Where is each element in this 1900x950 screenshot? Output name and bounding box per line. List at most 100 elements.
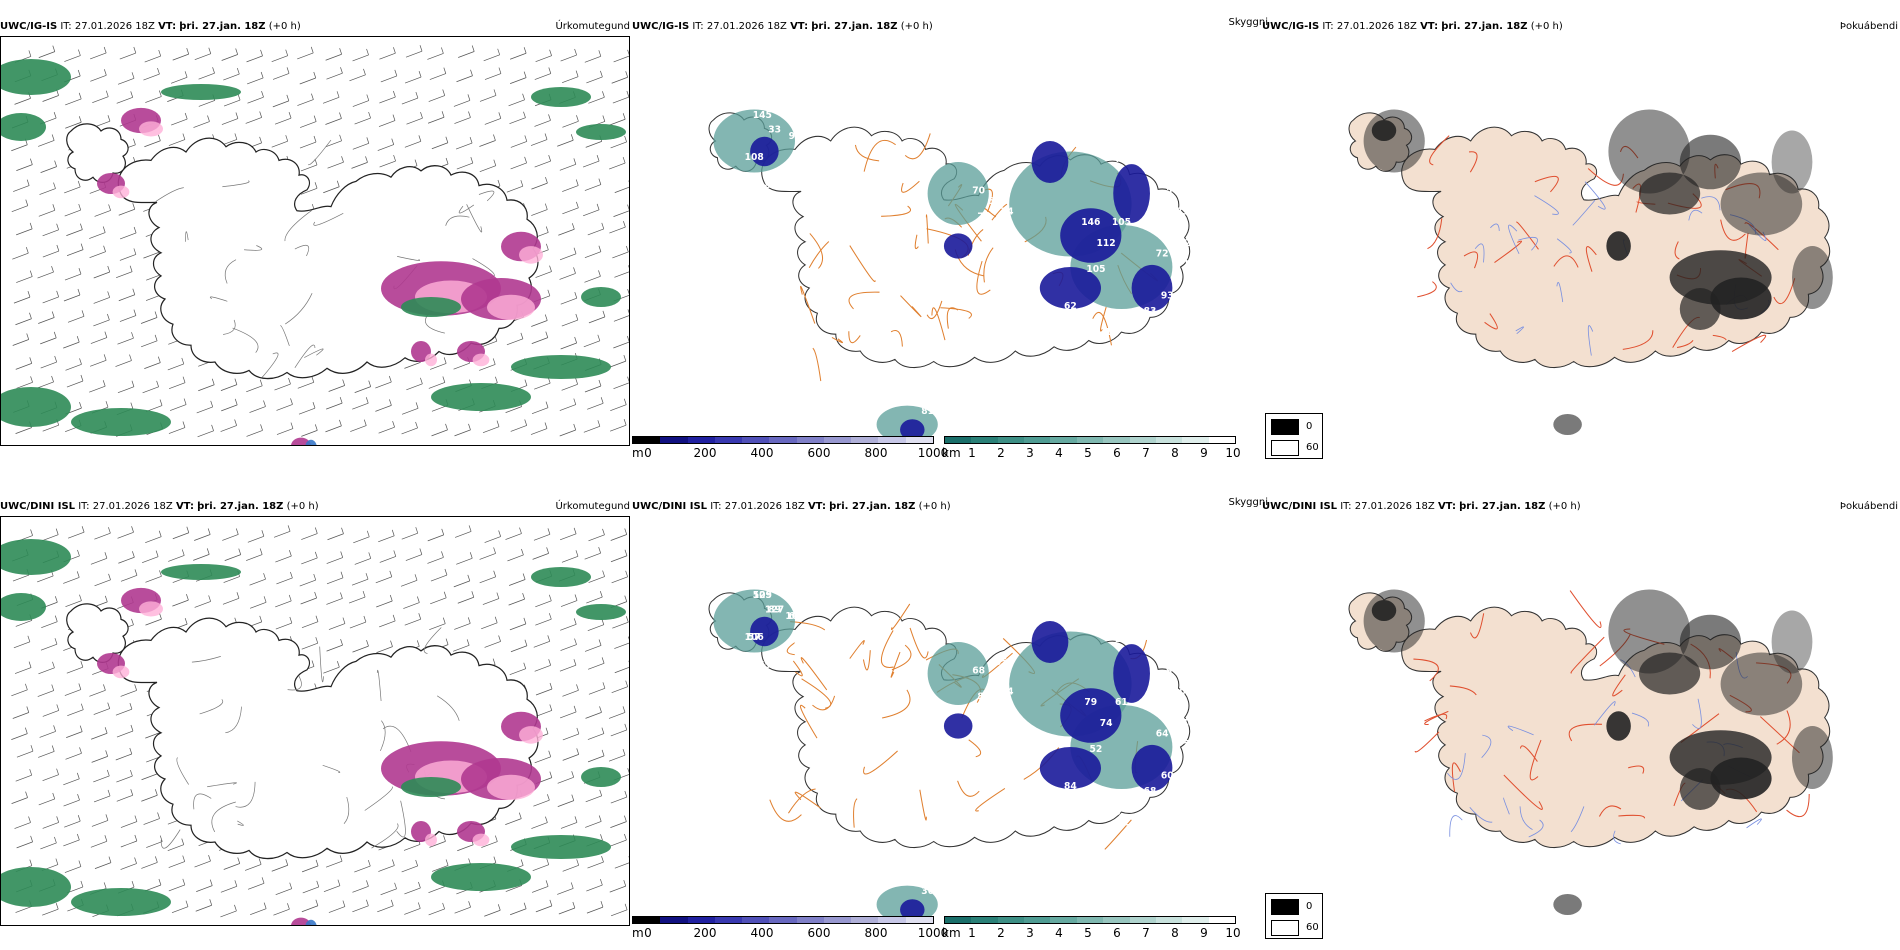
model-name: UWC/DINI ISL (0, 501, 76, 512)
ceiling-value-label: 104 (1140, 632, 1160, 643)
panel-title: Skyggni (1228, 17, 1268, 28)
model-name: UWC/IG-IS (1262, 21, 1320, 32)
ceiling-value-label: 73 (1156, 812, 1169, 823)
ceiling-tick: 200 (693, 926, 717, 940)
ceiling-colorbar-strip (632, 916, 934, 924)
visibility-tick: 6 (1113, 926, 1121, 940)
vt-label: VT: (1420, 21, 1439, 32)
visibility-tick: 2 (997, 926, 1005, 940)
panel-header: UWC/DINI ISL IT: 27.01.2026 18Z VT: þri.… (632, 497, 1268, 516)
ceiling-value-label: 33 (768, 124, 781, 135)
ceiling-colorbar: m 0 200 400 600 800 1000 (632, 436, 948, 462)
model-name: UWC/IG-IS (632, 21, 690, 32)
ceiling-value-label: 37 (1105, 385, 1118, 396)
fog-legend: 0 60 (1265, 893, 1323, 939)
ceiling-value-label: 68 (1144, 786, 1157, 797)
visibility-tick: 4 (1055, 926, 1063, 940)
ceiling-value-label: 76 (947, 280, 960, 291)
vt-label: VT: (807, 501, 826, 512)
ceiling-value-label: 39 (1171, 802, 1184, 813)
visibility-tick: 7 (1142, 926, 1150, 940)
ceiling-value-label: 32 (940, 418, 953, 429)
ceiling-value-label: 75 (758, 660, 771, 671)
visibility-unit: km (942, 446, 961, 460)
ceiling-tick: 1000 (917, 446, 949, 460)
it-label: IT: (60, 21, 72, 32)
ceiling-value-label: 93 (789, 131, 802, 142)
precip-type-panel: UWC/DINI ISL IT: 27.01.2026 18Z VT: þri.… (0, 480, 632, 950)
lead-time: (+0 h) (1530, 21, 1563, 32)
ceiling-value-label: 100 (1173, 686, 1193, 697)
ceiling-unit: m (632, 446, 644, 460)
visibility-tick: 7 (1142, 446, 1150, 460)
lead-time: (+0 h) (900, 21, 933, 32)
ceiling-tick: 600 (807, 446, 831, 460)
ceiling-value-label: 66 (1120, 317, 1133, 328)
lead-time: (+0 h) (918, 501, 951, 512)
ceiling-value-label: 63 (988, 196, 1001, 207)
ceiling-value-label: 87 (1171, 322, 1184, 333)
it-value: 27.01.2026 18Z (706, 21, 787, 32)
ceiling-value-label: 61 (1115, 697, 1128, 708)
panel-header: UWC/IG-IS IT: 27.01.2026 18Z VT: þri. 27… (0, 20, 632, 36)
ceiling-value-label: 83 (1144, 306, 1157, 317)
visibility-tick: 5 (1084, 446, 1092, 460)
ceiling-value-label: 135 (791, 156, 810, 167)
ceiling-value-label: 129 (753, 590, 772, 601)
fog-legend-label: 60 (1306, 922, 1319, 933)
lead-time: (+0 h) (1548, 501, 1581, 512)
ceiling-value-label: 81 (947, 760, 960, 771)
ceiling-value-label: 23 (794, 636, 807, 647)
visibility-tick: 6 (1113, 446, 1121, 460)
ceiling-value-label: 146 (1081, 217, 1100, 228)
ceiling-value-label: 74 (1001, 206, 1014, 217)
visibility-tick: 10 (1225, 446, 1241, 460)
ceiling-value-label: 93 (1161, 290, 1174, 301)
ceiling-value-label: 105 (989, 707, 1008, 718)
ceiling-value-label: 80 (977, 692, 990, 703)
ceiling-tick: 400 (750, 446, 774, 460)
ceiling-value-label: 84 (1064, 781, 1077, 792)
ceiling-value-label: 79 (1084, 697, 1097, 708)
ceiling-value-label: 149 (1173, 781, 1192, 792)
it-label: IT: (1322, 21, 1334, 32)
visibility-tick: 5 (1084, 926, 1092, 940)
ceiling-value-label: 109 (1183, 259, 1202, 270)
visibility-tick: 3 (1026, 926, 1034, 940)
visibility-tick: 4 (1055, 446, 1063, 460)
it-value: 27.01.2026 18Z (724, 501, 805, 512)
it-label: IT: (78, 501, 90, 512)
ceiling-visibility-panel: UWC/DINI ISL IT: 27.01.2026 18Z VT: þri.… (632, 480, 1268, 950)
vt-value: þri. 27.jan. 18Z (179, 21, 266, 32)
visibility-tick: 8 (1171, 446, 1179, 460)
ceiling-colorbar-strip (632, 436, 934, 444)
vt-value: þri. 27.jan. 18Z (811, 21, 898, 32)
row-dini: UWC/DINI ISL IT: 27.01.2026 18Z VT: þri.… (0, 480, 1900, 950)
ceiling-tick: 400 (750, 926, 774, 940)
ceiling-tick: 600 (807, 926, 831, 940)
vt-label: VT: (158, 21, 177, 32)
ceiling-value-label: 72 (1156, 248, 1169, 259)
visibility-colorbar-strip (944, 916, 1236, 924)
model-name: UWC/DINI ISL (632, 501, 708, 512)
ceiling-value-label: 78 (1115, 154, 1128, 165)
ceiling-value-label: 85 (995, 657, 1008, 668)
fog-map-svg (1348, 109, 1833, 435)
ceiling-value-label: 105 (1112, 217, 1131, 228)
ceiling-value-label: 79 (1176, 206, 1189, 217)
ceiling-value-label: 74 (1100, 718, 1113, 729)
ceiling-value-label: 52 (1090, 744, 1103, 755)
ceiling-value-label: 22 (1115, 634, 1128, 645)
fog-map-svg (1348, 589, 1833, 915)
precip-map-svg (1, 525, 629, 925)
vt-value: þri. 27.jan. 18Z (829, 501, 916, 512)
precip-type-panel: UWC/IG-IS IT: 27.01.2026 18Z VT: þri. 27… (0, 0, 632, 470)
ceiling-value-label: 54 (1166, 185, 1179, 196)
fog-index-panel: UWC/IG-IS IT: 27.01.2026 18Z VT: þri. 27… (1262, 0, 1900, 470)
ceiling-value-label: 105 (1086, 264, 1105, 275)
ceiling-visibility-panel: UWC/IG-IS IT: 27.01.2026 18Z VT: þri. 27… (632, 0, 1268, 470)
ceiling-value-label: 89 (768, 604, 781, 615)
ceiling-value-label: 60 (1161, 770, 1174, 781)
panel-header: UWC/DINI ISL IT: 27.01.2026 18Z VT: þri.… (0, 500, 632, 516)
model-name: UWC/DINI ISL (1262, 501, 1338, 512)
